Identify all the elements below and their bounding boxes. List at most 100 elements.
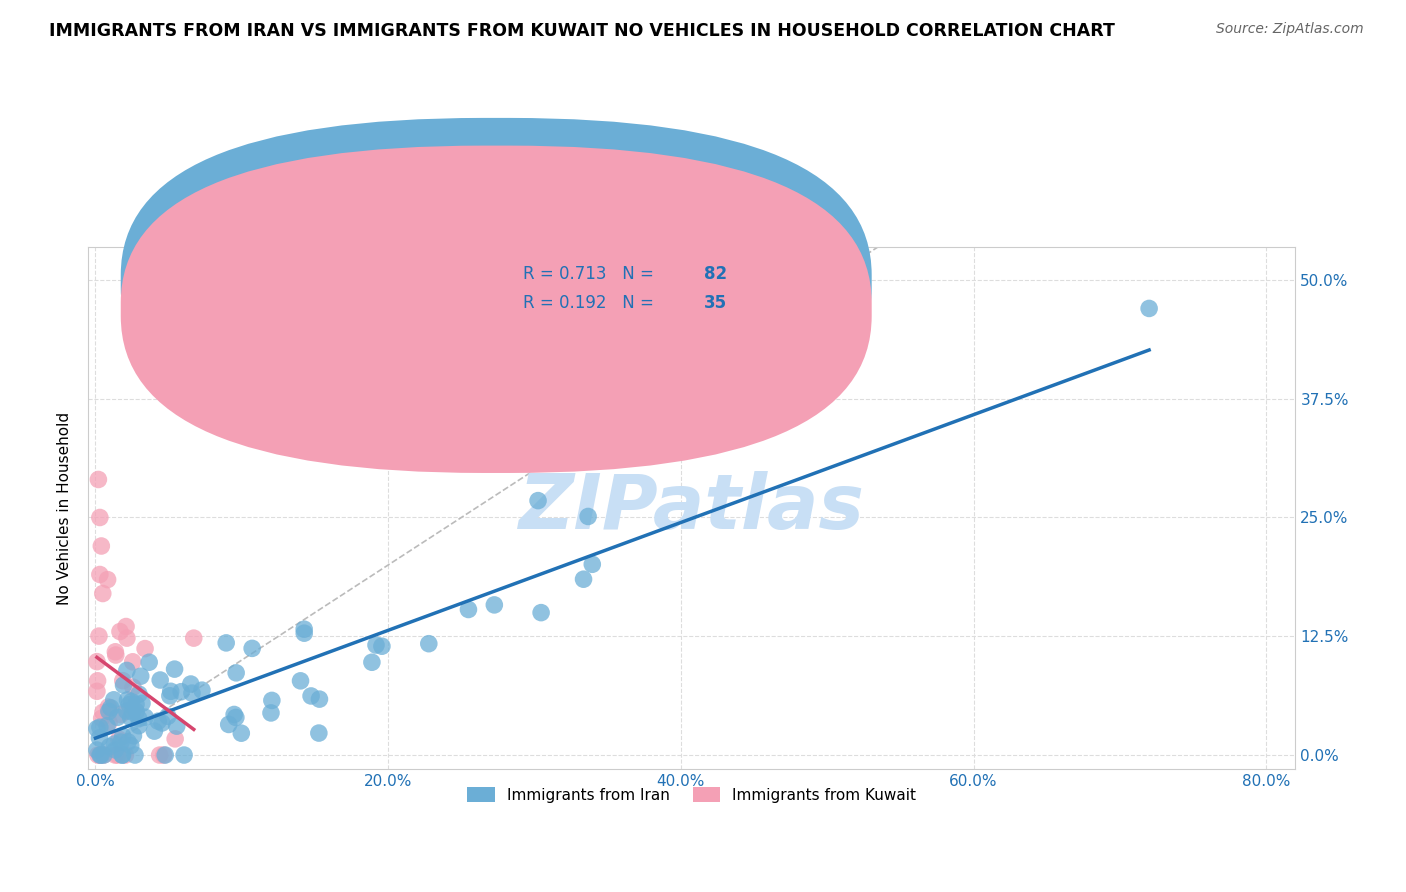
Point	[111, 729, 134, 743]
Point	[115, 664, 138, 678]
Point	[166, 719, 188, 733]
Point	[240, 641, 263, 656]
Legend: Immigrants from Iran, Immigrants from Kuwait: Immigrants from Iran, Immigrants from Ku…	[461, 780, 922, 809]
Point	[371, 639, 394, 653]
FancyBboxPatch shape	[457, 252, 800, 327]
Point	[527, 493, 550, 508]
Point	[581, 558, 603, 572]
Point	[159, 689, 181, 703]
Point	[122, 680, 145, 694]
Point	[89, 731, 111, 745]
Point	[183, 631, 205, 645]
Point	[260, 693, 283, 707]
Point	[89, 747, 111, 762]
Point	[111, 747, 134, 762]
Text: IMMIGRANTS FROM IRAN VS IMMIGRANTS FROM KUWAIT NO VEHICLES IN HOUSEHOLD CORRELAT: IMMIGRANTS FROM IRAN VS IMMIGRANTS FROM …	[49, 22, 1115, 40]
Point	[108, 732, 131, 747]
Point	[361, 655, 384, 669]
Point	[86, 743, 108, 757]
Point	[129, 669, 152, 683]
Point	[150, 715, 173, 730]
Point	[181, 686, 204, 700]
Point	[152, 747, 174, 762]
Point	[120, 695, 142, 709]
Point	[104, 645, 127, 659]
Point	[143, 724, 166, 739]
Point	[134, 710, 156, 724]
Point	[111, 747, 134, 762]
Point	[163, 662, 186, 676]
Point	[146, 714, 169, 729]
Point	[112, 678, 135, 692]
Point	[153, 747, 176, 762]
Point	[225, 710, 247, 724]
FancyBboxPatch shape	[121, 118, 872, 445]
Point	[114, 747, 136, 762]
Y-axis label: No Vehicles in Household: No Vehicles in Household	[58, 411, 72, 605]
Point	[131, 696, 153, 710]
Point	[107, 747, 129, 762]
Point	[104, 743, 127, 757]
Point	[308, 726, 330, 740]
Point	[100, 701, 122, 715]
Point	[86, 655, 108, 669]
Point	[299, 689, 322, 703]
Point	[128, 712, 150, 726]
Point	[159, 684, 181, 698]
Text: Source: ZipAtlas.com: Source: ZipAtlas.com	[1216, 22, 1364, 37]
Text: 82: 82	[704, 266, 727, 284]
Point	[364, 638, 387, 652]
Point	[111, 673, 134, 688]
Point	[110, 707, 132, 722]
Point	[96, 718, 118, 732]
Point	[122, 729, 145, 743]
Point	[103, 693, 125, 707]
Point	[572, 572, 595, 586]
Point	[125, 705, 148, 719]
Point	[118, 698, 141, 712]
Point	[110, 735, 132, 749]
Point	[173, 747, 195, 762]
Point	[484, 598, 506, 612]
Point	[104, 747, 127, 762]
Point	[87, 747, 110, 762]
Point	[117, 693, 139, 707]
Point	[89, 720, 111, 734]
Text: 35: 35	[704, 293, 727, 311]
Point	[165, 731, 187, 746]
Point	[103, 737, 125, 751]
Point	[134, 641, 156, 656]
Point	[117, 735, 139, 749]
Point	[180, 677, 202, 691]
Point	[124, 747, 146, 762]
Point	[87, 473, 110, 487]
Point	[215, 636, 238, 650]
Point	[90, 747, 112, 762]
Point	[120, 739, 142, 753]
Point	[87, 629, 110, 643]
Point	[260, 706, 283, 720]
Point	[224, 707, 246, 722]
Point	[115, 619, 138, 633]
Point	[108, 624, 131, 639]
Point	[93, 747, 115, 762]
Point	[191, 683, 214, 698]
Text: ZIPatlas: ZIPatlas	[519, 471, 865, 545]
Point	[98, 715, 121, 730]
Point	[115, 631, 138, 645]
Point	[120, 711, 142, 725]
Point	[292, 622, 315, 636]
Point	[576, 509, 599, 524]
Point	[138, 655, 160, 669]
Point	[128, 687, 150, 701]
Point	[125, 698, 148, 712]
Point	[91, 706, 114, 720]
Point	[86, 684, 108, 698]
Point	[457, 602, 479, 616]
Point	[90, 711, 112, 725]
Point	[1137, 301, 1160, 316]
Point	[97, 700, 120, 714]
Point	[107, 710, 129, 724]
Point	[86, 673, 108, 688]
Point	[292, 626, 315, 640]
